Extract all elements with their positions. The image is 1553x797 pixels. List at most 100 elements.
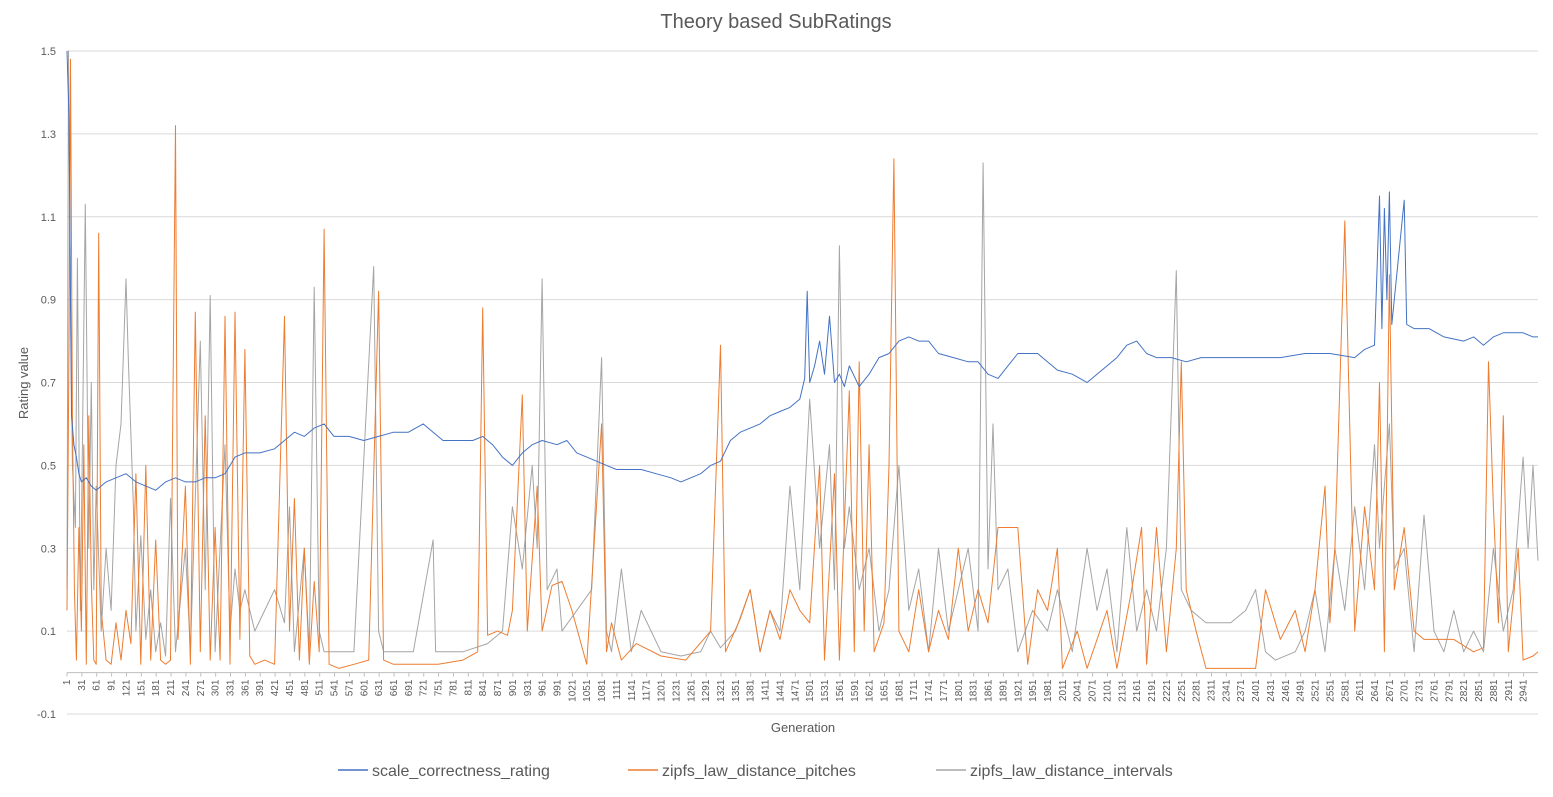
x-tick-label: 1891 xyxy=(998,679,1009,702)
x-tick-label: 1081 xyxy=(597,679,608,702)
y-tick-label: 1.5 xyxy=(41,46,56,58)
x-tick-label: 1981 xyxy=(1043,679,1054,702)
x-tick-label: 2491 xyxy=(1296,679,1307,702)
x-tick-label: 1111 xyxy=(612,679,623,699)
x-tick-label: 931 xyxy=(523,679,534,696)
x-tick-label: 2581 xyxy=(1340,679,1351,702)
x-tick-label: 751 xyxy=(434,679,445,696)
x-tick-label: 1141 xyxy=(627,679,638,701)
x-tick-label: 61 xyxy=(92,679,103,691)
y-tick-label: -0.1 xyxy=(37,709,56,721)
x-axis-ticks: 1 31 61 91 121 151 181 211 241 271 301 331 361 391 421… xyxy=(62,672,1530,702)
x-tick-label: 991 xyxy=(552,679,563,696)
x-tick-label: 1021 xyxy=(567,679,578,702)
x-tick-label: 721 xyxy=(419,679,430,696)
x-tick-label: 631 xyxy=(374,679,385,696)
x-tick-label: 2401 xyxy=(1251,679,1262,702)
x-tick-label: 2731 xyxy=(1415,679,1426,702)
legend: scale_correctness_rating zipfs_law_distan… xyxy=(338,763,1173,780)
x-tick-label: 2461 xyxy=(1281,679,1292,702)
y-tick-label: 1.3 xyxy=(41,129,56,141)
x-tick-label: 91 xyxy=(107,679,118,691)
x-tick-label: 871 xyxy=(493,679,504,696)
x-tick-label: 1831 xyxy=(969,679,980,702)
y-tick-label: 0.7 xyxy=(41,378,56,390)
x-tick-label: 811 xyxy=(463,679,474,695)
x-tick-label: 451 xyxy=(285,679,296,696)
x-tick-label: 331 xyxy=(225,679,236,696)
x-tick-label: 1621 xyxy=(865,679,876,702)
x-tick-label: 601 xyxy=(359,679,370,696)
x-tick-label: 781 xyxy=(448,679,459,696)
x-tick-label: 1051 xyxy=(582,679,593,702)
x-tick-label: 2941 xyxy=(1519,679,1530,702)
x-tick-label: 1171 xyxy=(642,679,653,701)
x-tick-label: 2821 xyxy=(1459,679,1470,702)
series-line-zipfs-law-distance-pitches xyxy=(66,58,1539,669)
y-tick-label: 0.9 xyxy=(41,295,56,307)
x-tick-label: 1501 xyxy=(805,679,816,702)
x-tick-label: 1231 xyxy=(671,679,682,702)
x-tick-label: 121 xyxy=(121,679,132,696)
x-tick-label: 1261 xyxy=(686,679,697,702)
x-tick-label: 661 xyxy=(389,679,400,696)
x-tick-label: 1561 xyxy=(835,679,846,702)
x-tick-label: 1441 xyxy=(775,679,786,702)
x-tick-label: 2701 xyxy=(1400,679,1411,702)
x-tick-label: 1681 xyxy=(894,679,905,702)
x-tick-label: 2521 xyxy=(1311,679,1322,702)
x-tick-label: 481 xyxy=(300,679,311,696)
x-tick-label: 1801 xyxy=(954,679,965,702)
x-tick-label: 1381 xyxy=(746,679,757,702)
x-tick-label: 2431 xyxy=(1266,679,1277,702)
x-tick-label: 2071 xyxy=(1088,679,1099,702)
x-tick-label: 1 xyxy=(62,679,73,685)
x-tick-label: 2131 xyxy=(1117,679,1128,702)
x-tick-label: 2341 xyxy=(1221,679,1232,702)
legend-label: zipfs_law_distance_pitches xyxy=(662,763,856,780)
x-tick-label: 421 xyxy=(270,679,281,696)
x-tick-label: 2191 xyxy=(1147,679,1158,702)
x-tick-label: 1201 xyxy=(657,679,668,702)
x-tick-label: 2041 xyxy=(1073,679,1084,702)
x-tick-label: 1741 xyxy=(924,679,935,702)
x-tick-label: 301 xyxy=(211,679,222,696)
x-tick-label: 151 xyxy=(136,679,147,696)
x-tick-label: 1861 xyxy=(984,679,995,702)
x-tick-label: 2911 xyxy=(1504,679,1515,701)
x-tick-label: 2311 xyxy=(1206,679,1217,701)
x-tick-label: 541 xyxy=(330,679,341,696)
x-tick-label: 2011 xyxy=(1058,679,1069,701)
x-tick-label: 1321 xyxy=(716,679,727,702)
x-tick-label: 1951 xyxy=(1028,679,1039,702)
y-tick-label: 1.1 xyxy=(41,212,56,224)
x-tick-label: 2671 xyxy=(1385,679,1396,702)
x-tick-label: 1711 xyxy=(909,679,920,701)
x-tick-label: 271 xyxy=(196,679,207,696)
x-tick-label: 2611 xyxy=(1355,679,1366,701)
x-tick-label: 2281 xyxy=(1192,679,1203,702)
x-tick-label: 2221 xyxy=(1162,679,1173,702)
x-tick-label: 1921 xyxy=(1013,679,1024,702)
x-tick-label: 841 xyxy=(478,679,489,696)
x-tick-label: 1411 xyxy=(761,679,772,701)
x-tick-label: 1471 xyxy=(790,679,801,702)
x-tick-label: 571 xyxy=(344,679,355,696)
x-tick-label: 1291 xyxy=(701,679,712,702)
x-tick-label: 241 xyxy=(181,679,192,696)
x-tick-label: 2791 xyxy=(1444,679,1455,702)
x-axis-title: Generation xyxy=(771,720,835,735)
x-tick-label: 2371 xyxy=(1236,679,1247,702)
x-tick-label: 2161 xyxy=(1132,679,1143,702)
y-axis-ticks: -0.1 0.1 0.3 0.5 0.7 0.9 1.1 1.3 1.5 xyxy=(37,46,56,721)
x-tick-label: 2251 xyxy=(1177,679,1188,702)
x-tick-label: 1531 xyxy=(820,679,831,702)
chart-title: Theory based SubRatings xyxy=(660,11,891,33)
series-lines xyxy=(66,50,1539,669)
x-tick-label: 511 xyxy=(315,679,326,695)
series-line-scale-correctness-rating xyxy=(66,50,1538,491)
legend-label: zipfs_law_distance_intervals xyxy=(970,763,1173,780)
x-tick-label: 901 xyxy=(508,679,519,696)
x-tick-label: 691 xyxy=(404,679,415,696)
